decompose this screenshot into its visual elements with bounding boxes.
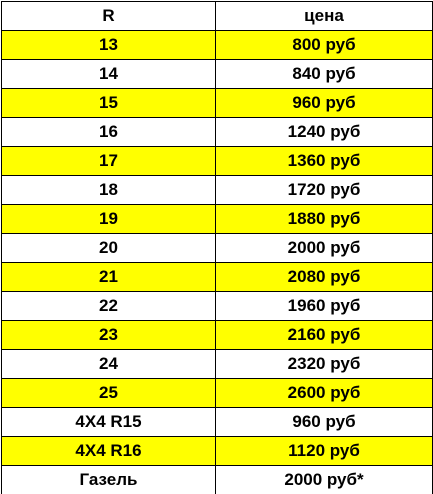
size-cell[interactable]: 22 <box>1 291 216 321</box>
header-row: R цена <box>1 1 433 31</box>
price-cell[interactable]: 2600 руб <box>215 378 433 408</box>
table-row: 23 2160 руб <box>1 320 433 350</box>
size-cell[interactable]: 14 <box>1 59 216 89</box>
size-cell[interactable]: 19 <box>1 204 216 234</box>
price-cell[interactable]: 2000 руб <box>215 233 433 263</box>
price-cell[interactable]: 840 руб <box>215 59 433 89</box>
table-row: 17 1360 руб <box>1 146 433 176</box>
price-cell[interactable]: 2080 руб <box>215 262 433 292</box>
header-price-cell[interactable]: цена <box>215 1 433 31</box>
size-cell[interactable]: 13 <box>1 30 216 60</box>
size-cell[interactable]: 21 <box>1 262 216 292</box>
size-cell[interactable]: 23 <box>1 320 216 350</box>
table-row: 14 840 руб <box>1 59 433 89</box>
price-cell[interactable]: 960 руб <box>215 88 433 118</box>
price-cell[interactable]: 1720 руб <box>215 175 433 205</box>
table-row: 19 1880 руб <box>1 204 433 234</box>
size-cell[interactable]: 16 <box>1 117 216 147</box>
size-cell[interactable]: 20 <box>1 233 216 263</box>
table-body: 13 800 руб 14 840 руб 15 960 руб 16 1240 руб 17 1… <box>1 30 433 494</box>
size-cell[interactable]: Газель <box>1 465 216 494</box>
price-cell[interactable]: 1120 руб <box>215 436 433 466</box>
table-row: 20 2000 руб <box>1 233 433 263</box>
price-cell[interactable]: 1960 руб <box>215 291 433 321</box>
price-cell[interactable]: 960 руб <box>215 407 433 437</box>
price-cell[interactable]: 1240 руб <box>215 117 433 147</box>
size-cell[interactable]: 17 <box>1 146 216 176</box>
size-cell[interactable]: 4X4 R15 <box>1 407 216 437</box>
size-cell[interactable]: 24 <box>1 349 216 379</box>
table-row: 4X4 R15 960 руб <box>1 407 433 437</box>
table-row: 21 2080 руб <box>1 262 433 292</box>
table-row: 16 1240 руб <box>1 117 433 147</box>
table-row: 4X4 R16 1120 руб <box>1 436 433 466</box>
table-row: 22 1960 руб <box>1 291 433 321</box>
size-cell[interactable]: 15 <box>1 88 216 118</box>
table-row: 18 1720 руб <box>1 175 433 205</box>
price-cell[interactable]: 1880 руб <box>215 204 433 234</box>
price-cell[interactable]: 1360 руб <box>215 146 433 176</box>
price-cell[interactable]: 2000 руб* <box>215 465 433 494</box>
size-cell[interactable]: 25 <box>1 378 216 408</box>
table-row: Газель 2000 руб* <box>1 465 433 494</box>
price-cell[interactable]: 800 руб <box>215 30 433 60</box>
header-size-cell[interactable]: R <box>1 1 216 31</box>
table-row: 13 800 руб <box>1 30 433 60</box>
price-cell[interactable]: 2320 руб <box>215 349 433 379</box>
size-cell[interactable]: 4X4 R16 <box>1 436 216 466</box>
table-row: 24 2320 руб <box>1 349 433 379</box>
price-cell[interactable]: 2160 руб <box>215 320 433 350</box>
size-cell[interactable]: 18 <box>1 175 216 205</box>
table-row: 25 2600 руб <box>1 378 433 408</box>
table-row: 15 960 руб <box>1 88 433 118</box>
